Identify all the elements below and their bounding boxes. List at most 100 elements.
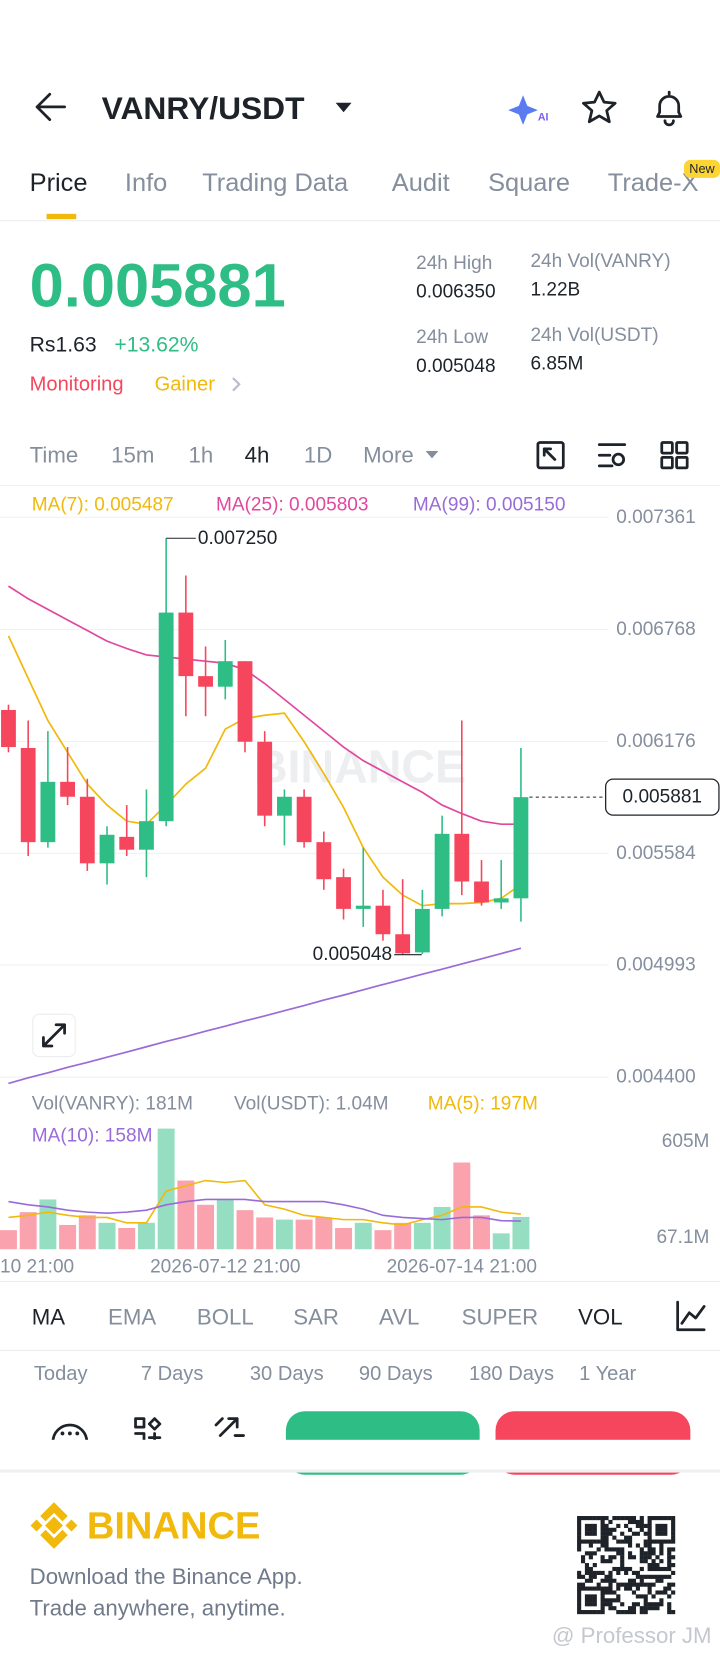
qr-cell [655, 1563, 660, 1568]
interval[interactable]: 15m [111, 443, 154, 468]
ai-icon[interactable] [508, 95, 538, 125]
interval[interactable]: Time [30, 443, 79, 468]
qr-cell [592, 1551, 597, 1556]
period[interactable]: 1 Year [579, 1363, 636, 1385]
interval[interactable]: 1h [188, 443, 213, 468]
grid-button[interactable] [134, 1417, 162, 1444]
y-tick-label: 0.005584 [616, 843, 696, 864]
chat-dot [67, 1431, 72, 1436]
qr-cell [624, 1586, 629, 1591]
period[interactable]: 7 Days [141, 1363, 204, 1385]
qr-cell [616, 1539, 621, 1544]
qr-cell [604, 1527, 609, 1532]
volume-bar [453, 1162, 471, 1250]
candle-body [139, 821, 154, 850]
candle-body [276, 796, 292, 816]
qr-cell [608, 1519, 613, 1525]
qr-cell [671, 1563, 676, 1568]
qr-cell [663, 1523, 668, 1528]
qr-cell [596, 1586, 601, 1591]
stat-label: 24h Low [416, 327, 488, 348]
tab[interactable]: Info [125, 169, 167, 197]
stat-value: 0.006350 [416, 282, 495, 303]
period[interactable]: 30 Days [250, 1363, 324, 1385]
back-button[interactable] [35, 92, 66, 122]
qr-cell [604, 1578, 609, 1583]
tab[interactable]: Audit [392, 169, 450, 197]
y-tick-label: 0.007361 [616, 507, 695, 528]
qr-cell [588, 1551, 593, 1556]
indicator[interactable]: SUPER [462, 1304, 539, 1329]
qr-cell [639, 1547, 644, 1552]
interval[interactable]: 1D [304, 443, 332, 468]
qr-cell [647, 1566, 652, 1572]
qr-cell [596, 1610, 601, 1615]
qr-cell [643, 1574, 648, 1579]
footer-brand: BINANCE [87, 1506, 261, 1548]
tag[interactable]: Monitoring [30, 373, 124, 395]
qr-cell [655, 1516, 660, 1521]
qr-cell [631, 1519, 637, 1525]
candle-body [296, 796, 312, 843]
tab[interactable]: Square [488, 169, 570, 197]
toolbar-icons[interactable] [536, 441, 689, 470]
period[interactable]: 90 Days [359, 1363, 433, 1385]
qr-cell [631, 1570, 637, 1575]
qr-cell [624, 1610, 629, 1615]
qr-cell [592, 1527, 597, 1532]
qr-cell [608, 1531, 613, 1536]
qr-cell [608, 1606, 613, 1611]
volume-tick-label: 605M [662, 1131, 710, 1152]
period[interactable]: Today [34, 1363, 89, 1385]
qr-cell [584, 1610, 590, 1615]
qr-cell [577, 1527, 582, 1532]
pair-title[interactable]: VANRY/USDT [102, 90, 305, 126]
candle-body [375, 905, 391, 935]
indicator-settings[interactable] [676, 1300, 706, 1332]
qr-cell [584, 1523, 590, 1528]
qr-cell [631, 1610, 637, 1615]
volume-bar [492, 1233, 510, 1250]
qr-cell [667, 1563, 672, 1568]
interval[interactable]: 4h [245, 443, 270, 468]
volume-bar [197, 1204, 215, 1250]
qr-cell [620, 1566, 625, 1572]
candle-body [178, 612, 194, 677]
divider [0, 1349, 720, 1351]
period[interactable]: 180 Days [469, 1363, 554, 1385]
new-badge [684, 159, 720, 178]
qr-cell [655, 1531, 660, 1536]
tab[interactable]: Trade-X [608, 169, 699, 197]
ma-line [8, 947, 522, 1085]
qr-cell [588, 1527, 593, 1532]
indicator[interactable]: VOL [578, 1304, 622, 1329]
favorite-button[interactable] [582, 90, 617, 124]
qr-cell [651, 1559, 656, 1564]
alert-button[interactable] [656, 90, 683, 127]
qr-cell [577, 1598, 582, 1603]
qr-cell [596, 1547, 601, 1552]
tab[interactable]: Trading Data [202, 169, 349, 197]
qr-cell [616, 1598, 621, 1603]
pair-dropdown[interactable] [335, 102, 352, 113]
qr-cell [600, 1570, 605, 1575]
indicator[interactable]: BOLL [197, 1304, 254, 1329]
chat-button[interactable] [51, 1423, 89, 1444]
high-label: 0.007250 [198, 528, 277, 549]
candle-body [257, 741, 273, 816]
tab[interactable]: Price [30, 169, 88, 197]
tag[interactable]: Gainer [155, 373, 216, 395]
qr-cell [651, 1539, 656, 1544]
trade-button[interactable] [214, 1417, 245, 1437]
qr-cell [663, 1539, 668, 1544]
interval[interactable]: More [363, 443, 414, 468]
qr-cell [671, 1535, 676, 1540]
indicator[interactable]: EMA [108, 1304, 156, 1329]
qr-cell [639, 1578, 644, 1583]
indicator[interactable]: SAR [293, 1304, 339, 1329]
qr-cell [655, 1578, 660, 1583]
indicator[interactable]: AVL [379, 1304, 419, 1329]
indicator[interactable]: MA [32, 1304, 66, 1329]
qr-cell [659, 1551, 664, 1556]
